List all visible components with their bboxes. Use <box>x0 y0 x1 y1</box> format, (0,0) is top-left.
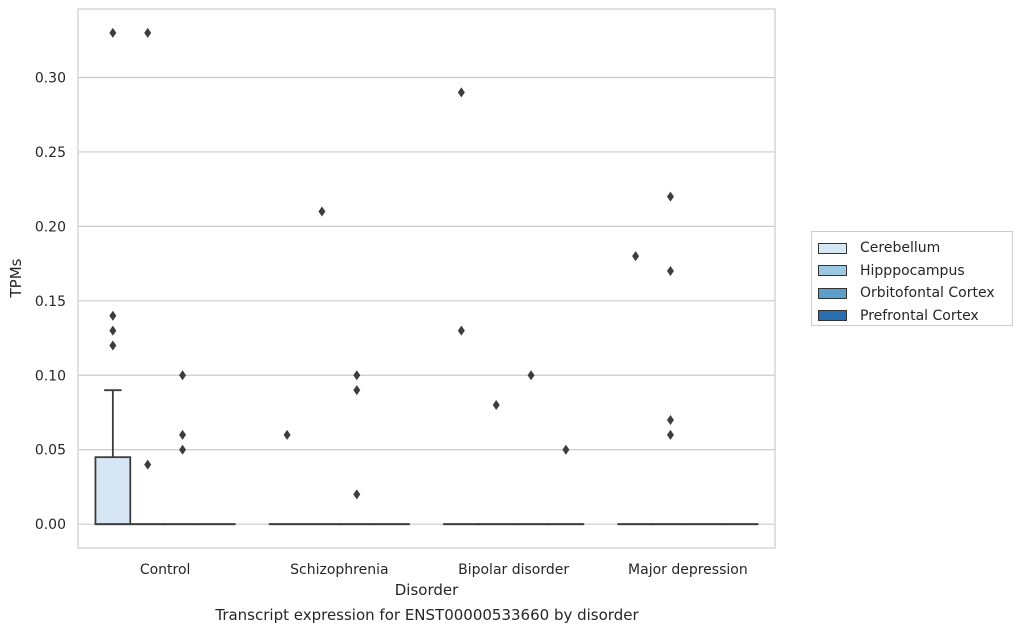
outlier-point <box>527 370 535 381</box>
outlier-point <box>353 489 361 500</box>
outlier-point <box>179 444 187 455</box>
outlier-point <box>144 27 152 38</box>
outlier-point <box>144 459 152 470</box>
y-tick-label: 0.05 <box>35 443 66 459</box>
legend-item-cerebellum: Cerebellum <box>818 237 1006 260</box>
outlier-point <box>666 429 674 440</box>
outlier-point <box>457 87 465 98</box>
plot-frame <box>77 8 776 549</box>
legend-swatch-hippocampus <box>818 265 847 277</box>
outlier-point <box>666 191 674 202</box>
x-tick-label: Bipolar disorder <box>458 562 569 578</box>
y-tick-label: 0.15 <box>35 294 66 310</box>
x-tick-label: Schizophrenia <box>290 562 388 578</box>
outlier-point <box>318 206 326 217</box>
y-tick-label: 0.10 <box>35 368 66 384</box>
outlier-point <box>666 266 674 277</box>
outlier-point <box>109 340 117 351</box>
outlier-point <box>353 370 361 381</box>
outlier-point <box>562 444 570 455</box>
legend-item-orbitofrontal: Orbitofontal Cortex <box>818 282 1006 305</box>
outlier-point <box>179 429 187 440</box>
y-tick-label: 0.30 <box>35 70 66 86</box>
outlier-point <box>109 325 117 336</box>
y-tick-label: 0.25 <box>35 145 66 161</box>
box-rect <box>94 456 132 526</box>
outlier-point <box>492 400 500 411</box>
outlier-point <box>109 27 117 38</box>
legend-swatch-cerebellum <box>818 242 847 254</box>
grid-lines <box>78 76 775 525</box>
legend-swatch-orbitofrontal <box>818 287 847 299</box>
legend: Cerebellum Hipppocampus Orbitofontal Cor… <box>811 231 1013 326</box>
x-tick-label: Major depression <box>628 562 748 578</box>
outlier-point <box>179 370 187 381</box>
outlier-point <box>632 251 640 262</box>
outlier-point <box>353 385 361 396</box>
legend-label-cerebellum: Cerebellum <box>860 240 941 257</box>
x-tick-labels: Control Schizophrenia Bipolar disorder Majo… <box>140 562 748 578</box>
legend-item-hippocampus: Hipppocampus <box>818 260 1006 283</box>
y-tick-label: 0.20 <box>35 219 66 235</box>
x-axis-label: Disorder <box>395 581 459 599</box>
outlier-point <box>457 325 465 336</box>
y-tick-labels: 0.00 0.05 0.10 0.15 0.20 0.25 0.30 <box>35 70 66 533</box>
figure-caption: Transcript expression for ENST0000053366… <box>215 606 639 624</box>
y-tick-label: 0.00 <box>35 517 66 533</box>
legend-swatch-prefrontal <box>818 310 847 322</box>
legend-label-prefrontal: Prefrontal Cortex <box>860 307 979 324</box>
legend-item-prefrontal: Prefrontal Cortex <box>818 305 1006 328</box>
legend-label-hippocampus: Hipppocampus <box>860 262 965 279</box>
y-axis-label: TPMs <box>7 258 25 298</box>
x-tick-label: Control <box>140 562 191 578</box>
outlier-point <box>283 429 291 440</box>
outlier-point <box>666 414 674 425</box>
outlier-point <box>109 310 117 321</box>
legend-label-orbitofrontal: Orbitofontal Cortex <box>860 285 995 302</box>
box-plot-marks <box>94 27 759 526</box>
